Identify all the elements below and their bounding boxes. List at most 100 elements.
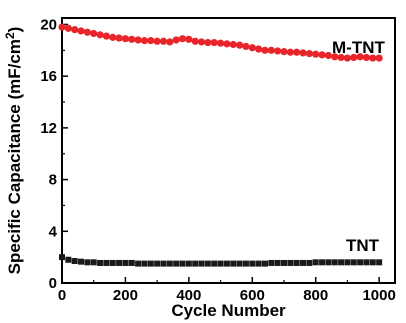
data-point bbox=[192, 260, 199, 267]
data-point bbox=[223, 40, 231, 48]
data-point bbox=[312, 259, 319, 266]
data-point bbox=[230, 260, 237, 267]
data-point bbox=[286, 48, 294, 56]
data-point bbox=[116, 259, 123, 266]
data-point bbox=[172, 36, 180, 44]
plot-frame bbox=[61, 17, 396, 284]
data-point bbox=[306, 259, 313, 266]
data-point bbox=[376, 259, 383, 266]
data-point bbox=[223, 260, 230, 267]
data-point bbox=[324, 51, 332, 60]
data-point bbox=[338, 259, 345, 266]
data-point bbox=[331, 259, 338, 266]
data-point bbox=[173, 260, 180, 267]
data-point bbox=[90, 259, 97, 266]
data-point bbox=[261, 46, 269, 54]
y-axis-title-superscript: 2 bbox=[3, 32, 17, 39]
data-point bbox=[103, 259, 110, 266]
x-tick-label: 600 bbox=[240, 287, 265, 304]
data-point bbox=[198, 260, 205, 267]
data-point bbox=[242, 260, 249, 267]
data-point bbox=[300, 259, 307, 266]
data-point bbox=[204, 260, 211, 267]
data-point bbox=[255, 45, 263, 53]
data-point bbox=[319, 259, 326, 266]
data-point bbox=[325, 259, 332, 266]
data-point bbox=[71, 258, 78, 265]
data-point bbox=[369, 54, 377, 62]
data-point bbox=[121, 35, 130, 43]
data-point bbox=[343, 54, 352, 62]
data-point bbox=[160, 260, 167, 267]
data-point bbox=[337, 53, 345, 62]
data-point bbox=[109, 33, 117, 41]
data-point bbox=[77, 27, 85, 35]
x-tick-label: 200 bbox=[113, 287, 138, 304]
x-axis-title: Cycle Number bbox=[171, 301, 286, 320]
data-point bbox=[236, 41, 244, 49]
data-point bbox=[191, 37, 199, 45]
series-label-m-tnt: M-TNT bbox=[332, 38, 385, 57]
data-point bbox=[115, 34, 123, 42]
data-point bbox=[242, 42, 250, 51]
data-point bbox=[248, 44, 256, 52]
data-point bbox=[159, 37, 168, 45]
data-point bbox=[293, 259, 300, 266]
data-point bbox=[59, 254, 65, 261]
data-point bbox=[363, 259, 370, 266]
data-point bbox=[154, 260, 161, 267]
data-point bbox=[58, 23, 66, 31]
data-point bbox=[362, 53, 371, 62]
data-point bbox=[109, 259, 116, 266]
data-point bbox=[211, 260, 218, 267]
data-point bbox=[147, 37, 155, 45]
data-point bbox=[216, 39, 225, 47]
data-point bbox=[166, 38, 174, 46]
data-point bbox=[281, 259, 287, 266]
data-point bbox=[217, 260, 224, 267]
data-point bbox=[90, 29, 98, 38]
data-point bbox=[268, 259, 275, 266]
data-point bbox=[64, 24, 72, 32]
data-point bbox=[197, 38, 206, 46]
y-tick-label: 16 bbox=[40, 68, 57, 85]
y-axis-title-end: ) bbox=[5, 27, 24, 33]
y-axis-title: Specific Capacitance (mF/cm2) bbox=[3, 27, 24, 275]
data-point bbox=[153, 37, 161, 45]
data-point bbox=[128, 35, 136, 43]
data-point bbox=[71, 26, 79, 34]
data-point bbox=[166, 260, 173, 267]
axis-ticks bbox=[61, 23, 380, 284]
data-point bbox=[369, 259, 376, 266]
data-point bbox=[293, 48, 301, 56]
data-point bbox=[78, 258, 85, 265]
data-point bbox=[357, 259, 364, 266]
x-tick-label: 1000 bbox=[362, 287, 395, 304]
data-point bbox=[210, 38, 218, 47]
data-point bbox=[318, 51, 326, 59]
x-tick-label: 800 bbox=[303, 287, 328, 304]
data-point bbox=[255, 260, 262, 267]
data-point bbox=[185, 260, 192, 267]
data-point bbox=[179, 260, 186, 267]
data-point bbox=[287, 259, 294, 266]
data-point bbox=[274, 47, 282, 55]
y-axis-title-main: Specific Capacitance (mF/cm bbox=[5, 39, 24, 274]
x-tick-label: 400 bbox=[176, 287, 201, 304]
y-tick-label: 0 bbox=[49, 275, 57, 292]
plot-area bbox=[58, 17, 396, 284]
data-point bbox=[140, 37, 149, 45]
tick-labels: 0 200 400 600 800 1000 0 4 8 12 16 20 bbox=[40, 16, 396, 304]
data-point bbox=[83, 28, 91, 36]
data-point bbox=[350, 259, 357, 266]
y-tick-label: 20 bbox=[40, 16, 57, 33]
data-point bbox=[236, 260, 243, 267]
y-tick-label: 4 bbox=[49, 223, 58, 240]
data-point bbox=[96, 31, 104, 39]
data-point bbox=[178, 35, 187, 43]
data-point bbox=[267, 46, 275, 54]
data-point bbox=[344, 259, 351, 266]
x-tick-label: 0 bbox=[58, 287, 66, 304]
series-label-tnt: TNT bbox=[346, 236, 380, 255]
data-point bbox=[147, 260, 154, 267]
